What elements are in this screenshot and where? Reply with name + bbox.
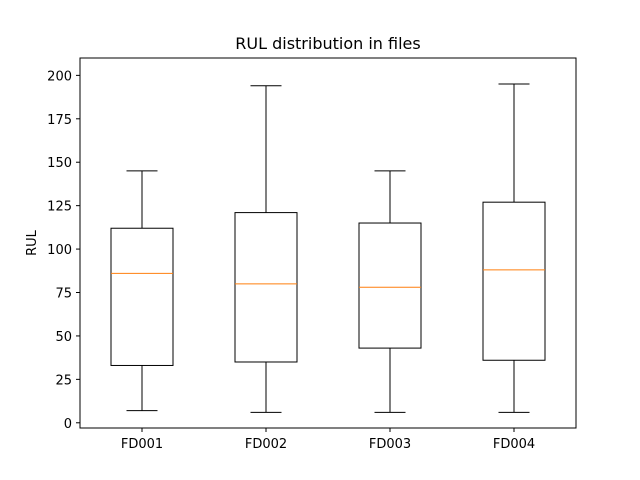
y-tick-label: 150	[47, 156, 72, 171]
iqr-box	[358, 222, 422, 349]
y-axis: 0 25 50 75 100 125 150 175 200	[47, 69, 80, 432]
x-axis: FD001 FD002 FD003 FD004	[121, 428, 535, 452]
x-tick-label: FD002	[245, 437, 287, 452]
y-tick-label: 100	[47, 243, 72, 258]
box-fd001	[110, 170, 174, 412]
chart-title: RUL distribution in files	[235, 34, 420, 53]
y-tick-label: 50	[55, 330, 72, 345]
x-tick-label: FD004	[493, 437, 535, 452]
x-tick-label: FD001	[121, 437, 163, 452]
iqr-box	[110, 227, 174, 366]
iqr-box	[482, 201, 546, 361]
y-tick-label: 75	[55, 287, 72, 302]
box-fd002	[234, 85, 298, 413]
box-plots	[110, 83, 546, 413]
y-axis-label: RUL	[25, 229, 40, 256]
box-fd004	[482, 83, 546, 413]
y-tick-label: 175	[47, 113, 72, 128]
box-fd003	[358, 170, 422, 413]
y-tick-label: 200	[47, 69, 72, 84]
iqr-box	[234, 212, 298, 363]
y-tick-label: 0	[64, 417, 72, 432]
y-tick-label: 125	[47, 200, 72, 215]
x-tick-label: FD003	[369, 437, 411, 452]
y-tick-label: 25	[55, 373, 72, 388]
plot-frame	[79, 57, 577, 429]
